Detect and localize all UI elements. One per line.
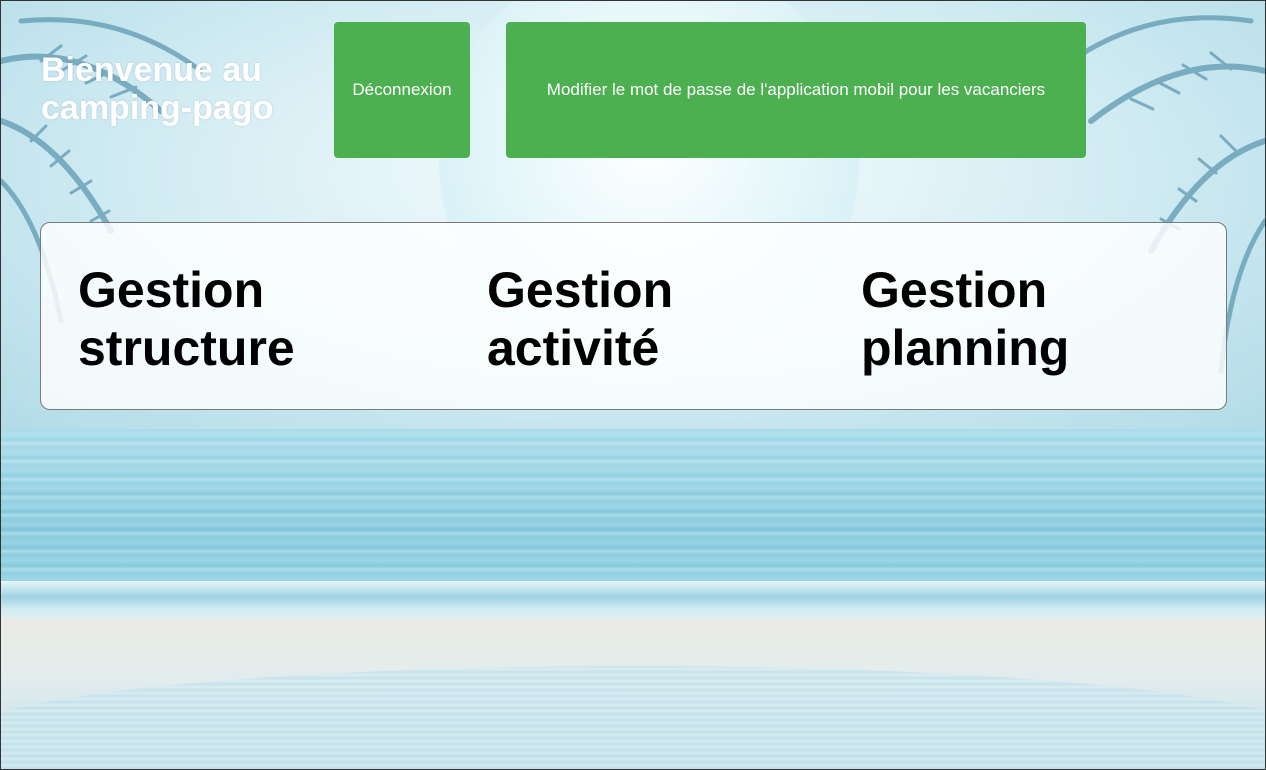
page-title: Bienvenue au camping-pago [41, 51, 274, 127]
menu-panel: Gestion structure Gestion activité Gesti… [40, 222, 1227, 410]
dune-decoration [1, 666, 1265, 769]
menu-item-gestion-planning[interactable]: Gestion planning [861, 262, 1070, 376]
menu-item-gestion-activite[interactable]: Gestion activité [487, 262, 674, 376]
surf-decoration [1, 581, 1265, 621]
menu-item-gestion-structure[interactable]: Gestion structure [78, 262, 295, 376]
change-password-button[interactable]: Modifier le mot de passe de l'applicatio… [506, 22, 1086, 158]
logout-button[interactable]: Déconnexion [334, 22, 470, 158]
